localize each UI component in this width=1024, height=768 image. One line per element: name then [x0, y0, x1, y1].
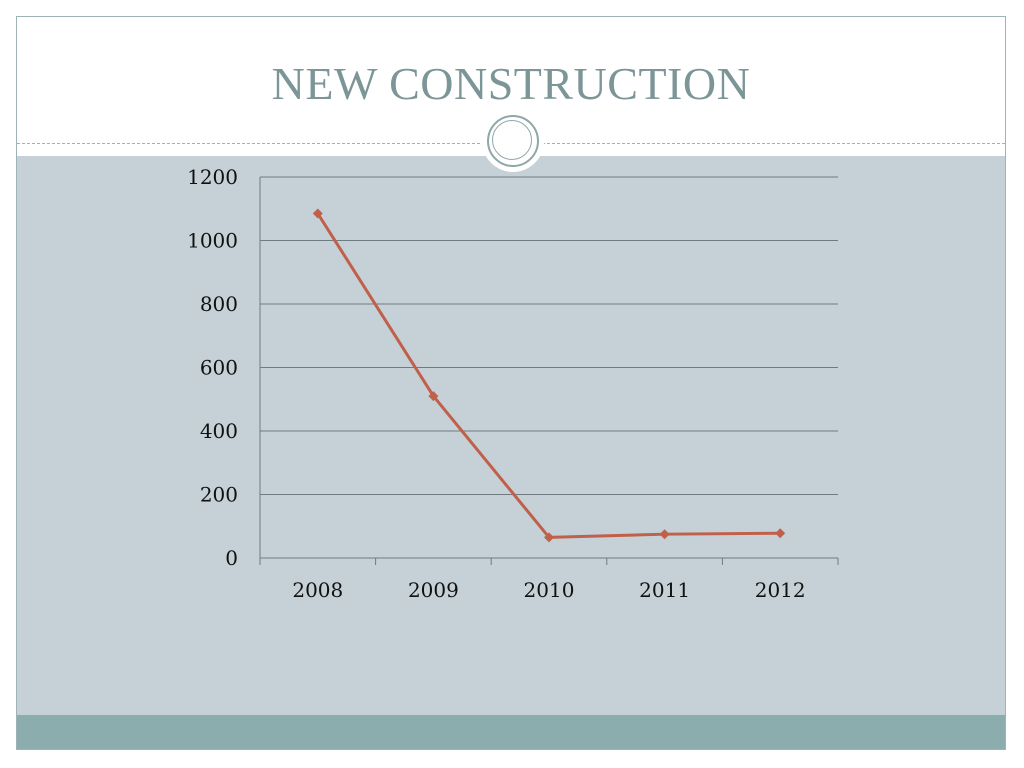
x-tick-label-2012: 2012 — [755, 578, 806, 602]
circle-emblem-icon — [482, 110, 544, 172]
y-tick-label: 1200 — [187, 165, 238, 189]
emblem-inner-ring — [492, 120, 532, 160]
data-point-2010 — [544, 532, 554, 543]
x-tick-label-2011: 2011 — [639, 578, 690, 602]
title-area: NEW CONSTRUCTION — [17, 17, 1005, 157]
y-tick-label: 600 — [200, 356, 238, 380]
series-line-0 — [316, 212, 781, 539]
slide-frame: NEW CONSTRUCTION — [16, 16, 1006, 750]
slide-title: NEW CONSTRUCTION — [271, 58, 751, 109]
data-point-2009 — [428, 391, 439, 402]
y-tick-label: 0 — [225, 546, 238, 570]
x-tick-label-2009: 2009 — [408, 578, 459, 602]
y-tick-label: 1000 — [187, 229, 238, 253]
emblem-outer-ring — [487, 115, 539, 167]
data-point-2012 — [775, 528, 786, 539]
x-tick-label-2008: 2008 — [292, 578, 343, 602]
footer-band — [17, 715, 1005, 749]
y-tick-label: 800 — [200, 292, 238, 316]
x-tick-label-2010: 2010 — [524, 578, 575, 602]
data-point-2011 — [659, 529, 670, 540]
data-point-2008 — [312, 208, 323, 219]
content-band — [17, 156, 1005, 715]
y-tick-label: 400 — [200, 419, 238, 443]
y-tick-label: 200 — [200, 483, 238, 507]
